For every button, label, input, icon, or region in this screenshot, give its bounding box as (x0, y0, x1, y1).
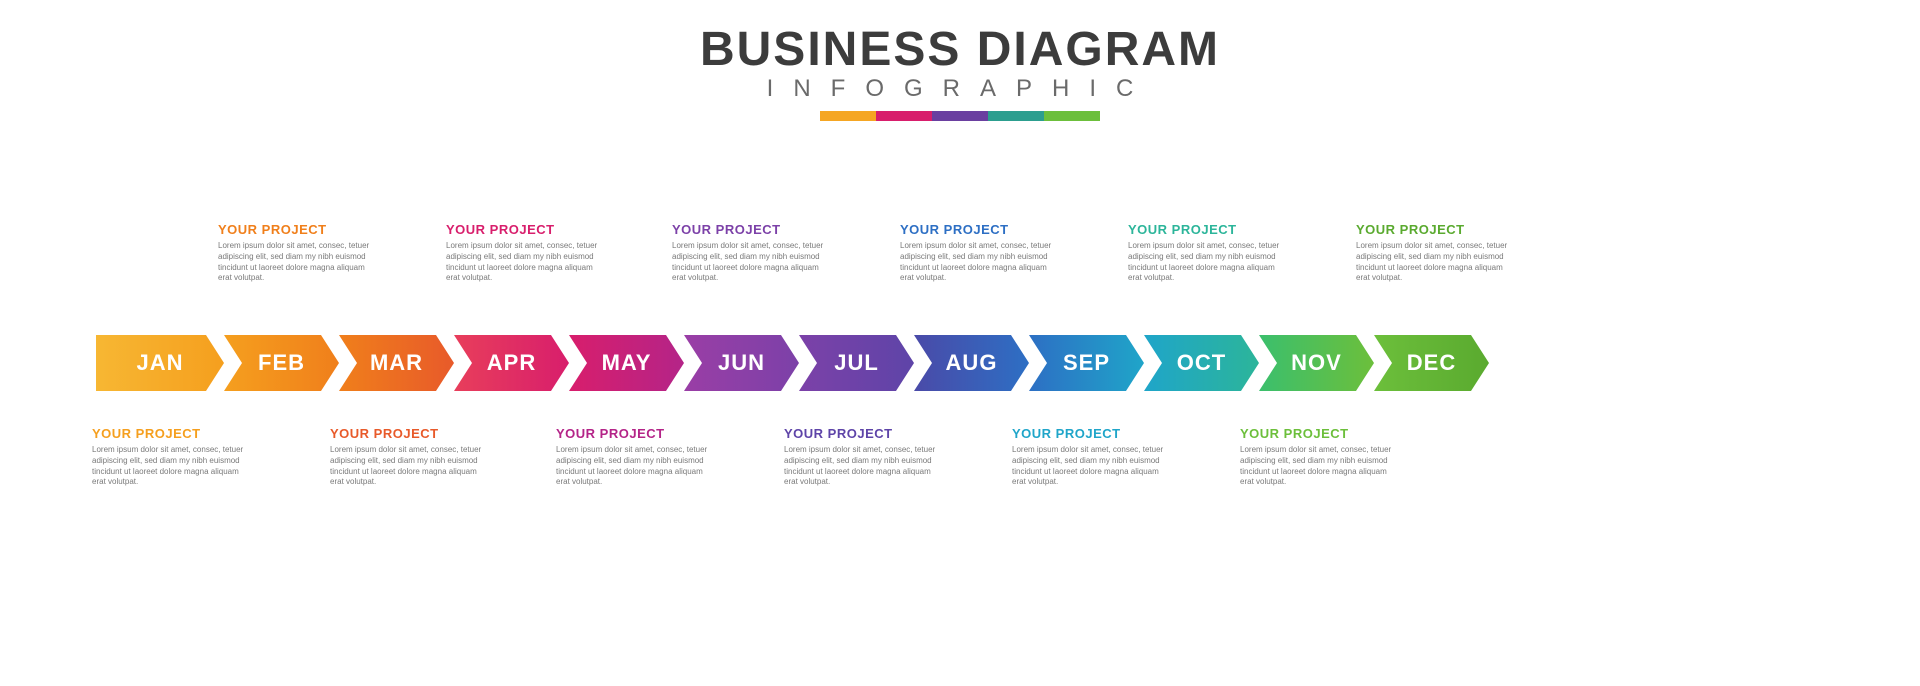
project-title: YOUR PROJECT (446, 222, 606, 237)
project-body: Lorem ipsum dolor sit amet, consec, tetu… (1356, 241, 1516, 284)
month-label: AUG (946, 350, 998, 376)
project-title: YOUR PROJECT (1356, 222, 1516, 237)
month-label: APR (487, 350, 536, 376)
timeline-month-nov: NOV (1259, 335, 1374, 391)
project-block-aug: YOUR PROJECT Lorem ipsum dolor sit amet, … (900, 222, 1060, 284)
project-block-jul: YOUR PROJECT Lorem ipsum dolor sit amet, … (784, 426, 944, 488)
month-label: SEP (1063, 350, 1110, 376)
timeline-month-apr: APR (454, 335, 569, 391)
project-body: Lorem ipsum dolor sit amet, consec, tetu… (1240, 445, 1400, 488)
month-label: DEC (1407, 350, 1456, 376)
timeline-chevron-row: JAN FEB MAR APR MAY JUN JUL AUG SEP OCT NOV DEC (96, 335, 1489, 391)
project-block-mar: YOUR PROJECT Lorem ipsum dolor sit amet, … (330, 426, 490, 488)
timeline-month-jan: JAN (96, 335, 224, 391)
project-body: Lorem ipsum dolor sit amet, consec, tetu… (672, 241, 832, 284)
month-label: JUN (718, 350, 765, 376)
project-block-sep: YOUR PROJECT Lorem ipsum dolor sit amet, … (1012, 426, 1172, 488)
project-title: YOUR PROJECT (1128, 222, 1288, 237)
project-body: Lorem ipsum dolor sit amet, consec, tetu… (1012, 445, 1172, 488)
month-label: FEB (258, 350, 305, 376)
timeline-month-jul: JUL (799, 335, 914, 391)
color-accent-bar (820, 111, 1100, 121)
project-block-jun: YOUR PROJECT Lorem ipsum dolor sit amet, … (672, 222, 832, 284)
project-title: YOUR PROJECT (556, 426, 716, 441)
project-block-dec: YOUR PROJECT Lorem ipsum dolor sit amet, … (1356, 222, 1516, 284)
page-subtitle: INFOGRAPHIC (0, 75, 1920, 103)
project-block-oct: YOUR PROJECT Lorem ipsum dolor sit amet, … (1128, 222, 1288, 284)
month-label: NOV (1291, 350, 1342, 376)
project-body: Lorem ipsum dolor sit amet, consec, tetu… (330, 445, 490, 488)
timeline-month-jun: JUN (684, 335, 799, 391)
project-body: Lorem ipsum dolor sit amet, consec, tetu… (218, 241, 378, 284)
project-block-jan: YOUR PROJECT Lorem ipsum dolor sit amet, … (92, 426, 252, 488)
timeline-month-dec: DEC (1374, 335, 1489, 391)
project-body: Lorem ipsum dolor sit amet, consec, tetu… (446, 241, 606, 284)
month-label: JUL (834, 350, 879, 376)
project-title: YOUR PROJECT (92, 426, 252, 441)
project-block-apr: YOUR PROJECT Lorem ipsum dolor sit amet, … (446, 222, 606, 284)
project-body: Lorem ipsum dolor sit amet, consec, tetu… (784, 445, 944, 488)
color-bar-segment (932, 111, 988, 121)
project-title: YOUR PROJECT (784, 426, 944, 441)
timeline-month-oct: OCT (1144, 335, 1259, 391)
timeline-month-sep: SEP (1029, 335, 1144, 391)
project-title: YOUR PROJECT (1240, 426, 1400, 441)
month-label: JAN (136, 350, 183, 376)
project-block-may: YOUR PROJECT Lorem ipsum dolor sit amet, … (556, 426, 716, 488)
project-body: Lorem ipsum dolor sit amet, consec, tetu… (556, 445, 716, 488)
timeline-month-may: MAY (569, 335, 684, 391)
header: BUSINESS DIAGRAM INFOGRAPHIC (0, 0, 1920, 121)
color-bar-segment (820, 111, 876, 121)
color-bar-segment (876, 111, 932, 121)
project-block-feb: YOUR PROJECT Lorem ipsum dolor sit amet, … (218, 222, 378, 284)
timeline-month-feb: FEB (224, 335, 339, 391)
color-bar-segment (1044, 111, 1100, 121)
project-title: YOUR PROJECT (330, 426, 490, 441)
project-title: YOUR PROJECT (1012, 426, 1172, 441)
project-body: Lorem ipsum dolor sit amet, consec, tetu… (92, 445, 252, 488)
timeline-month-aug: AUG (914, 335, 1029, 391)
month-label: MAY (602, 350, 652, 376)
project-title: YOUR PROJECT (672, 222, 832, 237)
page-title: BUSINESS DIAGRAM (0, 22, 1920, 77)
month-label: MAR (370, 350, 423, 376)
color-bar-segment (988, 111, 1044, 121)
project-block-nov: YOUR PROJECT Lorem ipsum dolor sit amet, … (1240, 426, 1400, 488)
project-title: YOUR PROJECT (900, 222, 1060, 237)
timeline-month-mar: MAR (339, 335, 454, 391)
project-body: Lorem ipsum dolor sit amet, consec, tetu… (900, 241, 1060, 284)
project-body: Lorem ipsum dolor sit amet, consec, tetu… (1128, 241, 1288, 284)
project-title: YOUR PROJECT (218, 222, 378, 237)
month-label: OCT (1177, 350, 1226, 376)
